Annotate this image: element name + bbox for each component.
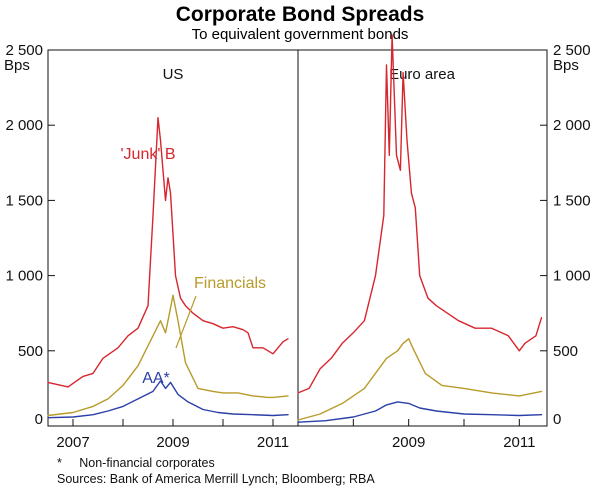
x-tick-label: 2007 xyxy=(56,434,89,451)
x-tick-label: 2011 xyxy=(503,434,535,451)
x-tick-label: 2009 xyxy=(156,434,189,451)
x-tick-label: 2011 xyxy=(257,434,289,451)
series-line-financials-euro xyxy=(297,338,543,421)
y-tick-label-right: 2 500 xyxy=(553,42,591,59)
series-line-aa-us xyxy=(47,380,289,419)
y-axis-left: 0 500 1 000 1 500 2 000 2 500 xyxy=(5,42,55,428)
unit-left: Bps xyxy=(4,57,30,74)
footnote-sources: Sources: Bank of America Merrill Lynch; … xyxy=(57,472,375,486)
y-tick-label-right: 500 xyxy=(553,343,578,360)
x-tick-label: 2009 xyxy=(392,434,425,451)
chart-subtitle: To equivalent government bonds xyxy=(192,26,409,43)
series-line-junk-euro xyxy=(297,34,543,394)
footnote-note: * Non-financial corporates xyxy=(57,456,215,470)
label-financials: Financials xyxy=(194,275,266,292)
financials-leader-line xyxy=(175,295,197,349)
panel-title-us: US xyxy=(163,66,184,83)
series-line-aa-euro xyxy=(297,401,543,423)
unit-right: Bps xyxy=(553,57,579,74)
x-axis: 2007 2009 2011 2009 2011 xyxy=(56,419,535,451)
y-tick-label-left: 1 500 xyxy=(5,192,43,209)
y-axis-right: 0 500 1 000 1 500 2 000 2 500 xyxy=(540,42,591,428)
y-tick-label-right: 1 000 xyxy=(553,268,591,285)
y-tick-label-left: 2 500 xyxy=(5,42,43,59)
series-layer xyxy=(47,34,543,423)
y-tick-label-right: 2 000 xyxy=(553,117,591,134)
series-line-junk-us xyxy=(47,116,289,388)
y-tick-label-right: 1 500 xyxy=(553,192,591,209)
label-junk: 'Junk' B xyxy=(120,146,175,163)
series-line-financials-us xyxy=(47,294,289,417)
y-tick-label-right: 0 xyxy=(553,411,561,428)
y-tick-label-left: 1 000 xyxy=(5,268,43,285)
y-tick-label-left: 0 xyxy=(35,411,43,428)
y-tick-label-left: 500 xyxy=(18,343,43,360)
label-aa: AA* xyxy=(142,370,170,387)
y-tick-label-left: 2 000 xyxy=(5,117,43,134)
panel-title-euro: Euro area xyxy=(389,66,456,83)
chart-title: Corporate Bond Spreads xyxy=(176,3,425,26)
